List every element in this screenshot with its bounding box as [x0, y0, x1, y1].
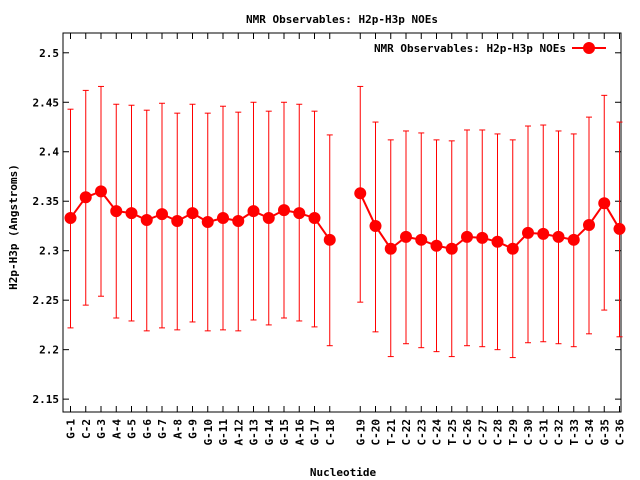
y-tick-label: 2.2	[39, 344, 59, 357]
data-point	[354, 187, 367, 200]
data-point	[308, 212, 321, 225]
x-tick-label: A-8	[171, 419, 184, 439]
chart-title: NMR Observables: H2p-H3p NOEs	[246, 13, 438, 26]
data-point	[278, 204, 290, 217]
x-tick-label: G-1	[65, 419, 78, 439]
data-point	[476, 231, 489, 244]
x-tick-label: G-19	[354, 419, 367, 446]
axes	[62, 32, 622, 413]
x-tick-label: C-22	[400, 419, 413, 446]
data-point	[461, 230, 473, 243]
x-tick-label: T-25	[446, 419, 459, 446]
data-point	[613, 222, 626, 235]
x-tick-label: C-34	[583, 419, 596, 446]
x-tick-label: C-31	[537, 419, 550, 446]
data-points	[64, 185, 626, 255]
y-axis-label: H2p-H3p (Angstroms)	[7, 164, 20, 290]
x-tick-label: C-27	[476, 419, 489, 446]
y-tick-label: 2.3	[39, 245, 59, 258]
x-tick-label: G-7	[156, 419, 169, 439]
data-point	[262, 212, 275, 225]
data-point	[79, 191, 92, 204]
data-point	[217, 212, 229, 225]
y-tick-label: 2.5	[39, 47, 59, 60]
data-point	[110, 205, 123, 218]
x-axis-label: Nucleotide	[310, 466, 377, 479]
x-tick-label: G-9	[187, 419, 200, 439]
x-tick-label: C-23	[415, 419, 428, 446]
x-tick-label: T-33	[568, 419, 581, 446]
x-tick-label: C-30	[522, 419, 535, 446]
x-tick-label: T-29	[507, 419, 520, 446]
x-tick-label: T-21	[385, 419, 398, 446]
data-point	[598, 197, 611, 210]
data-point	[430, 239, 443, 252]
x-tick-label: C-24	[431, 419, 444, 446]
x-ticks: G-1 C-2 G-3 A-4 G-5 G-6 G-7 A-8 G-9 G-10 G-11 A-12 G…	[65, 33, 627, 446]
data-point	[583, 218, 595, 231]
x-tick-label: C-20	[370, 419, 383, 446]
data-point	[293, 207, 306, 220]
x-tick-label: C-26	[461, 419, 474, 446]
data-point	[445, 242, 458, 255]
x-tick-label: C-32	[553, 419, 566, 446]
data-point	[232, 215, 245, 228]
y-tick-label: 2.35	[33, 195, 60, 208]
data-point	[415, 233, 428, 246]
x-tick-label: C-2	[80, 419, 93, 439]
data-point	[323, 233, 336, 246]
x-tick-label: C-36	[614, 419, 627, 446]
data-point	[567, 233, 580, 246]
plot-frame	[62, 32, 622, 413]
x-tick-label: G-14	[263, 419, 276, 446]
y-tick-label: 2.15	[33, 393, 60, 406]
y-tick-label: 2.45	[33, 96, 60, 109]
x-tick-label: G-35	[598, 419, 611, 446]
x-tick-label: A-12	[232, 419, 245, 446]
data-point	[186, 207, 199, 220]
x-tick-label: G-13	[248, 419, 261, 446]
data-point	[95, 185, 107, 198]
x-tick-label: C-28	[492, 419, 505, 446]
data-point	[156, 208, 168, 221]
legend: NMR Observables: H2p-H3p NOEs	[374, 42, 606, 55]
y-tick-label: 2.25	[33, 294, 60, 307]
x-tick-label: G-10	[202, 419, 215, 446]
x-tick-label: G-17	[309, 419, 322, 446]
data-point	[140, 214, 153, 227]
data-point	[125, 207, 138, 220]
y-ticks: 2.15 2.2 2.25 2.3 2.35 2.4 2.45 2.5	[33, 47, 621, 406]
data-point	[522, 226, 534, 239]
data-point	[506, 242, 519, 255]
y-tick-label: 2.4	[39, 146, 59, 159]
data-point	[369, 219, 382, 232]
x-tick-label: C-18	[324, 419, 337, 446]
x-tick-label: G-5	[126, 419, 139, 439]
data-point	[201, 216, 214, 229]
data-point	[171, 215, 184, 228]
legend-marker	[583, 42, 595, 54]
data-point	[491, 235, 504, 248]
x-tick-label: G-15	[278, 419, 291, 446]
legend-label: NMR Observables: H2p-H3p NOEs	[374, 42, 566, 55]
data-point	[552, 230, 565, 243]
data-point	[537, 227, 550, 240]
x-tick-label: A-4	[110, 419, 123, 439]
data-point	[247, 205, 260, 218]
x-tick-label: G-6	[141, 419, 154, 439]
data-point	[384, 242, 397, 255]
data-point	[400, 230, 412, 243]
x-tick-label: A-16	[293, 419, 306, 446]
data-point	[64, 212, 77, 225]
x-tick-label: G-3	[95, 419, 108, 439]
x-tick-label: G-11	[217, 419, 230, 446]
